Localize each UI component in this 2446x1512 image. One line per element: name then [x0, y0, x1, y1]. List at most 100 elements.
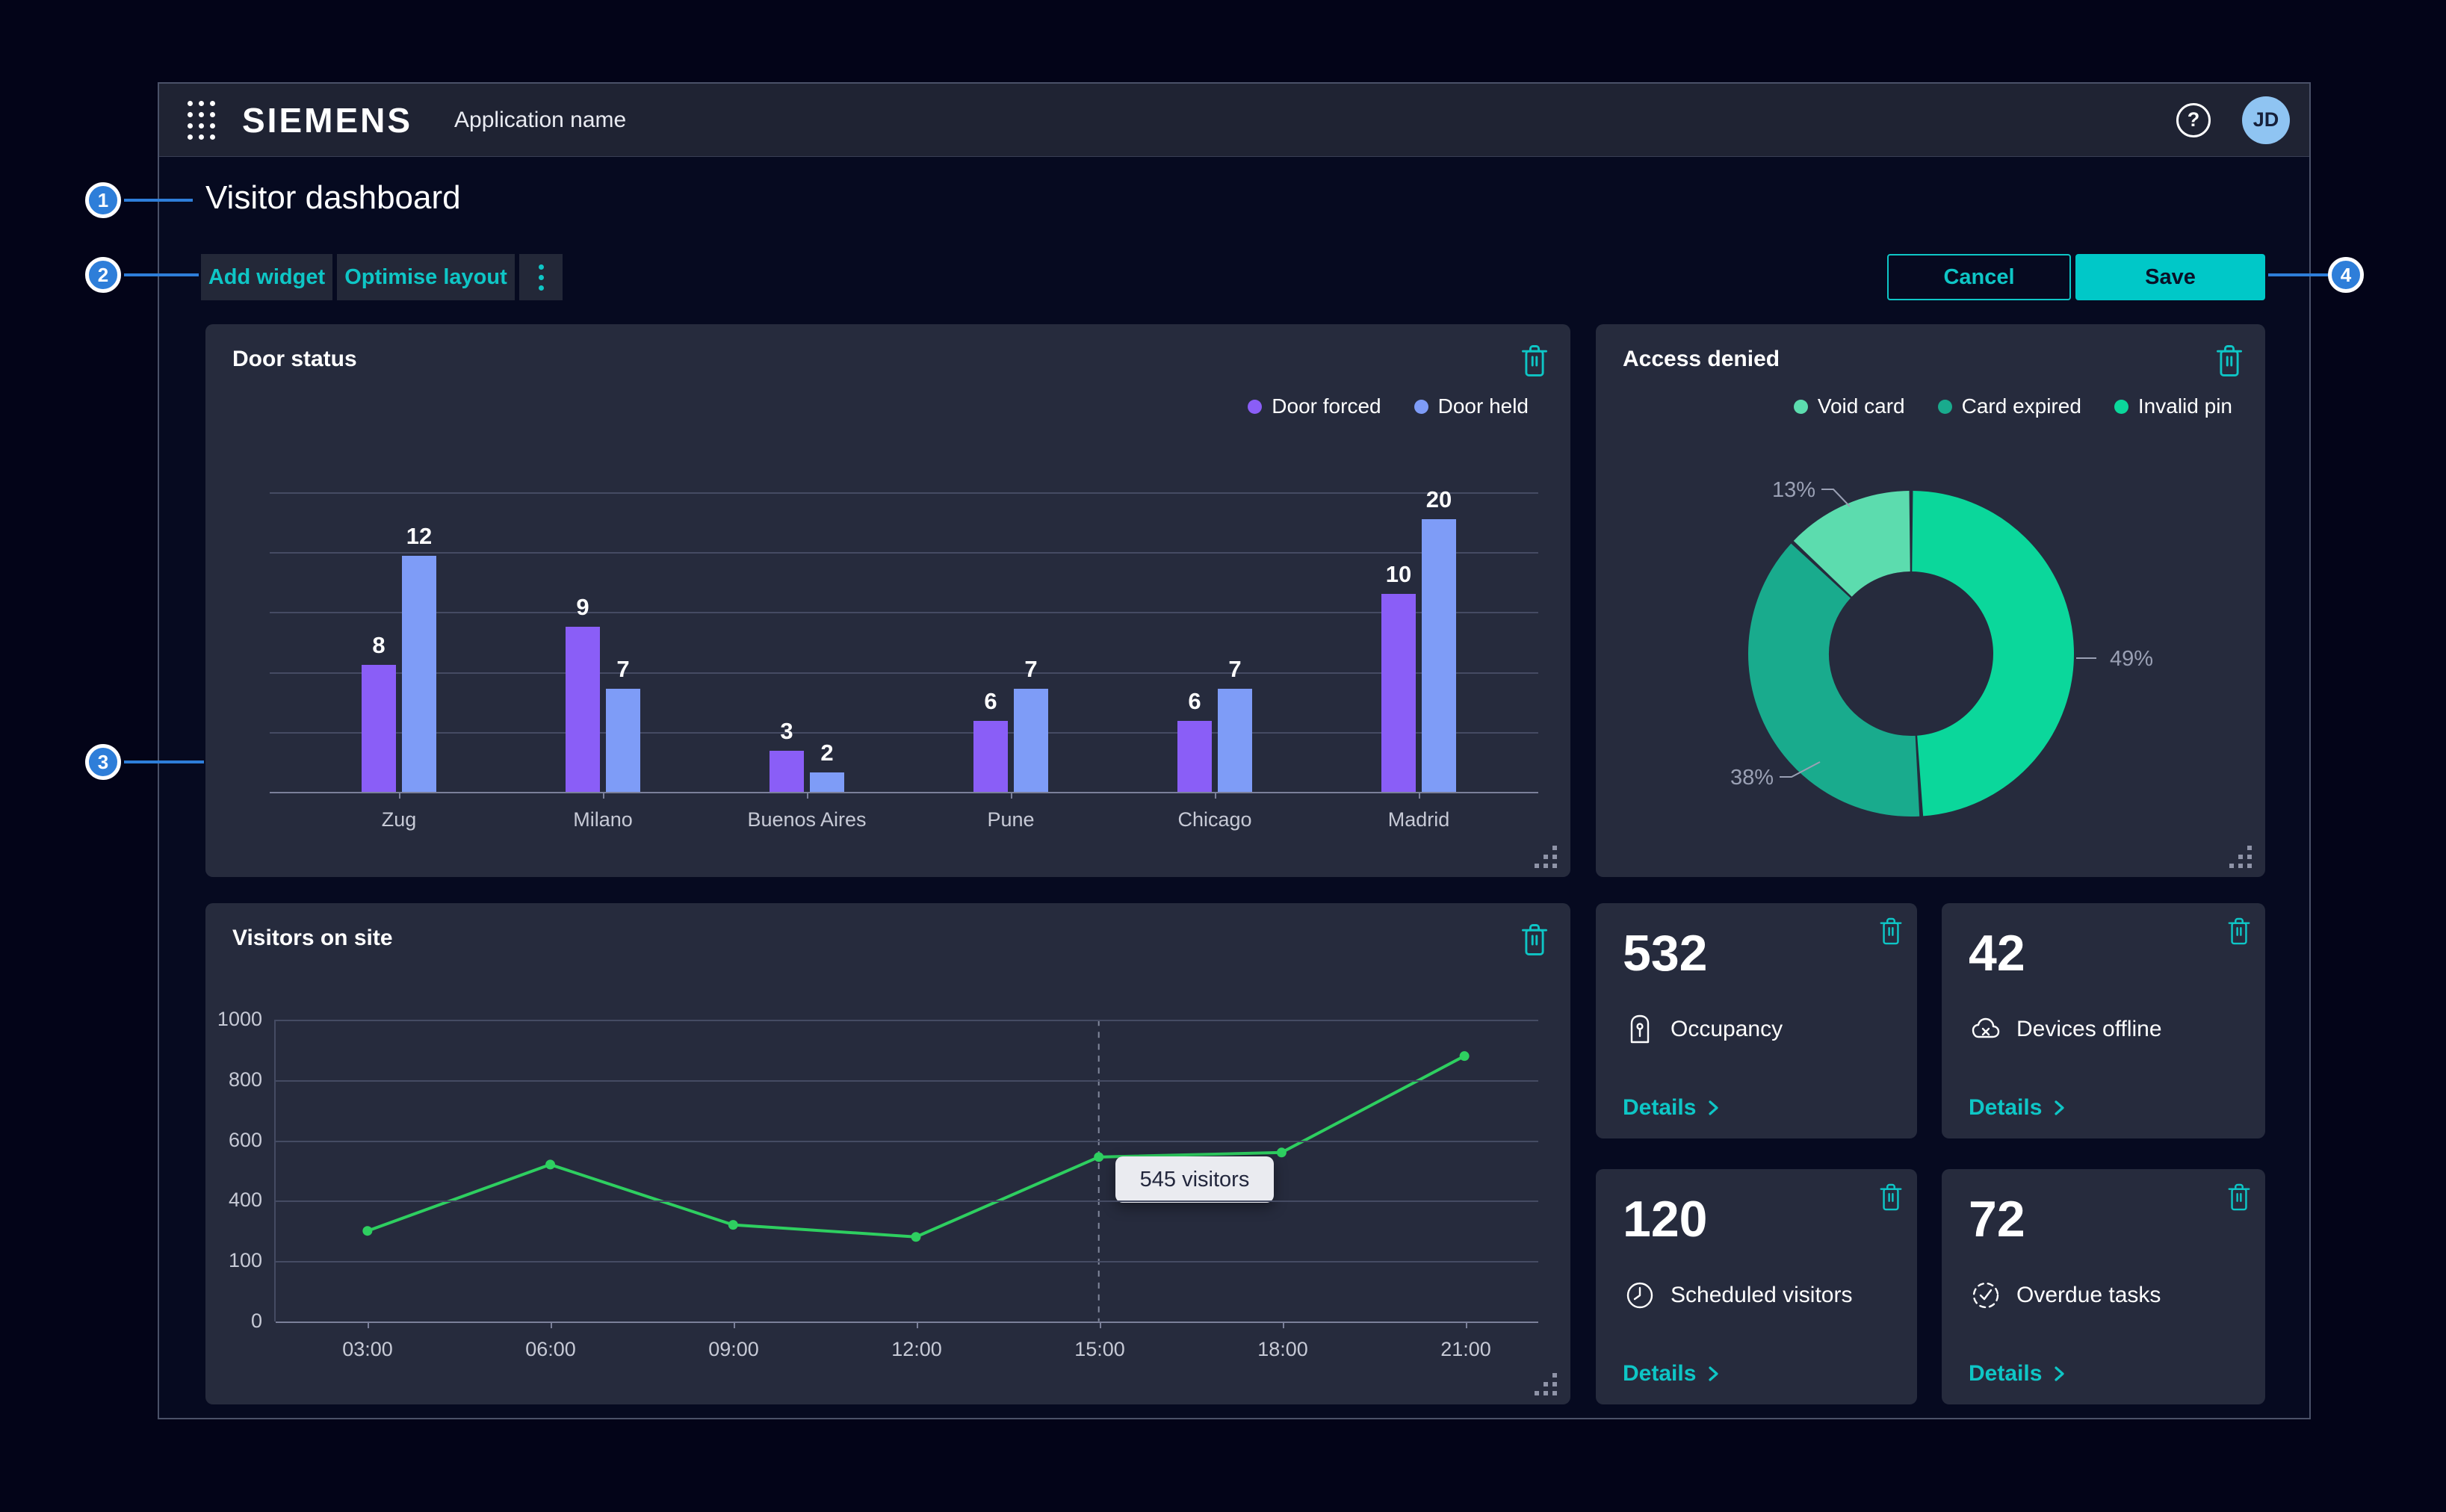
occupancy-stat-card[interactable]: 532 Occupancy Details	[1596, 903, 1917, 1138]
bar-door-held[interactable]: 12	[402, 523, 436, 792]
scheduled-visitors-stat-card[interactable]: 120 Scheduled visitors Details	[1596, 1169, 1917, 1404]
add-widget-button[interactable]: Add widget	[201, 254, 332, 300]
bar-value-label: 10	[1385, 561, 1412, 587]
app-window: SIEMENS Application name ? JD Visitor da…	[158, 82, 2311, 1419]
x-axis-label: 15:00	[1074, 1338, 1125, 1360]
delete-widget-button[interactable]	[1520, 923, 1549, 958]
bar-value-label: 8	[372, 632, 386, 658]
access-denied-widget[interactable]: Access denied Void card Card expired Inv…	[1596, 324, 2265, 877]
x-axis-tick	[1419, 792, 1420, 799]
y-axis-label: 1000	[217, 1008, 262, 1030]
chevron-right-icon	[2055, 1366, 2064, 1381]
app-launcher-icon[interactable]	[188, 100, 215, 140]
widget-title: Door status	[232, 347, 357, 371]
door-status-widget[interactable]: Door status Door forced Door held 8 12 Zug…	[205, 324, 1570, 877]
bar-category-label: Zug	[381, 808, 417, 831]
visitors-on-site-widget[interactable]: Visitors on site 545 visitors 1000 800 600…	[205, 903, 1570, 1404]
user-avatar[interactable]: JD	[2242, 96, 2290, 144]
details-label: Details	[1969, 1361, 2043, 1386]
donut-label-leader	[1780, 761, 1821, 778]
bar-door-held[interactable]: 7	[1014, 656, 1048, 792]
line-data-point-09:00[interactable]	[728, 1220, 738, 1230]
details-link[interactable]: Details	[1623, 1361, 1720, 1386]
x-axis-label: 12:00	[891, 1338, 942, 1360]
bar-door-held[interactable]: 7	[1218, 656, 1252, 792]
donut-slice-invalid-pin[interactable]	[1910, 491, 2074, 817]
details-link[interactable]: Details	[1623, 1095, 1720, 1121]
bar-door-forced[interactable]: 8	[362, 632, 396, 792]
bar-door-held[interactable]: 2	[810, 740, 844, 792]
stat-value: 532	[1623, 925, 1708, 982]
stat-value: 120	[1623, 1191, 1708, 1248]
delete-widget-button[interactable]	[1878, 1183, 1904, 1212]
bar-group-madrid: 10 20 Madrid	[1344, 486, 1493, 831]
gridline	[276, 1080, 1538, 1082]
help-icon[interactable]: ?	[2176, 102, 2211, 137]
bar-door-forced[interactable]: 6	[973, 688, 1008, 792]
chevron-right-icon	[2055, 1100, 2064, 1115]
bar-value-label: 7	[1228, 656, 1242, 682]
save-button[interactable]: Save	[2075, 254, 2265, 300]
delete-widget-button[interactable]	[1520, 344, 1549, 379]
details-label: Details	[1969, 1095, 2043, 1120]
legend-dot-mint	[1793, 399, 1808, 414]
bar-category-label: Pune	[987, 808, 1035, 831]
bar-door-held[interactable]: 7	[606, 656, 640, 792]
y-axis-label: 800	[228, 1068, 262, 1091]
callout-line-3	[124, 760, 204, 763]
details-link[interactable]: Details	[1969, 1361, 2066, 1386]
line-data-point-06:00[interactable]	[545, 1159, 556, 1170]
line-data-point-12:00[interactable]	[911, 1232, 921, 1242]
bar-group-buenos-aires: 3 2 Buenos Aires	[732, 492, 882, 831]
bar-door-forced[interactable]: 6	[1177, 688, 1212, 792]
visitors-line-series[interactable]	[367, 1054, 1466, 1239]
gridline	[276, 1141, 1538, 1142]
delete-widget-button[interactable]	[2226, 1183, 2252, 1212]
line-data-point-15:00[interactable]	[1094, 1152, 1104, 1162]
more-options-button[interactable]	[519, 254, 563, 300]
legend-label: Void card	[1817, 394, 1905, 418]
x-axis-label: 03:00	[342, 1338, 393, 1360]
line-data-point-18:00[interactable]	[1276, 1147, 1287, 1158]
line-data-point-03:00[interactable]	[362, 1226, 373, 1236]
delete-widget-button[interactable]	[1878, 917, 1904, 946]
delete-widget-button[interactable]	[2226, 917, 2252, 946]
overdue-tasks-icon	[1972, 1282, 1999, 1309]
visitors-line-chart: 545 visitors 1000 800 600 400 100 0 03:00 06:00…	[217, 1008, 1538, 1360]
callout-line-1	[124, 199, 193, 202]
bar-group-pune: 6 7 Pune	[936, 492, 1086, 831]
x-axis-line	[270, 792, 1538, 793]
help-glyph: ?	[2187, 108, 2200, 131]
stat-value: 72	[1969, 1191, 2025, 1248]
donut-percentage-label: 49%	[2110, 647, 2153, 671]
bar-door-forced[interactable]: 9	[566, 594, 600, 792]
bar-door-held[interactable]: 20	[1422, 486, 1456, 792]
details-link[interactable]: Details	[1969, 1095, 2066, 1121]
x-axis-tick	[1011, 792, 1012, 799]
line-data-point-21:00[interactable]	[1459, 1051, 1470, 1062]
bar-group-milano: 9 7 Milano	[528, 492, 678, 831]
door-status-bar-chart: 8 12 Zug 9 7 Milano 3 2 Buenos Aires 6 7 Pune 6 7 Chic…	[270, 486, 1538, 831]
cancel-button[interactable]: Cancel	[1887, 254, 2071, 300]
bar-door-forced[interactable]: 10	[1381, 561, 1416, 792]
donut-slice-card-expired[interactable]	[1748, 543, 1920, 817]
donut-slice-void-card[interactable]	[1793, 491, 1912, 598]
callout-badge-2: 2	[85, 257, 121, 293]
bar-group-zug: 8 12 Zug	[324, 492, 474, 831]
application-name: Application name	[454, 107, 627, 132]
access-denied-legend: Void card Card expired Invalid pin	[1793, 394, 2232, 418]
legend-dot-teal	[1937, 399, 1952, 414]
optimise-layout-button[interactable]: Optimise layout	[337, 254, 515, 300]
resize-handle[interactable]	[1535, 846, 1557, 868]
delete-widget-button[interactable]	[2214, 344, 2244, 379]
bar-door-forced[interactable]: 3	[770, 718, 804, 792]
legend-dot-purple	[1248, 399, 1263, 414]
resize-handle[interactable]	[2229, 846, 2252, 868]
top-bar: SIEMENS Application name ? JD	[159, 84, 2309, 157]
resize-handle[interactable]	[1535, 1373, 1557, 1395]
callout-line-4	[2268, 273, 2329, 276]
legend-label: Invalid pin	[2137, 394, 2232, 418]
overdue-tasks-stat-card[interactable]: 72 Overdue tasks Details	[1942, 1169, 2265, 1404]
devices-offline-stat-card[interactable]: 42 Devices offline Details	[1942, 903, 2265, 1138]
